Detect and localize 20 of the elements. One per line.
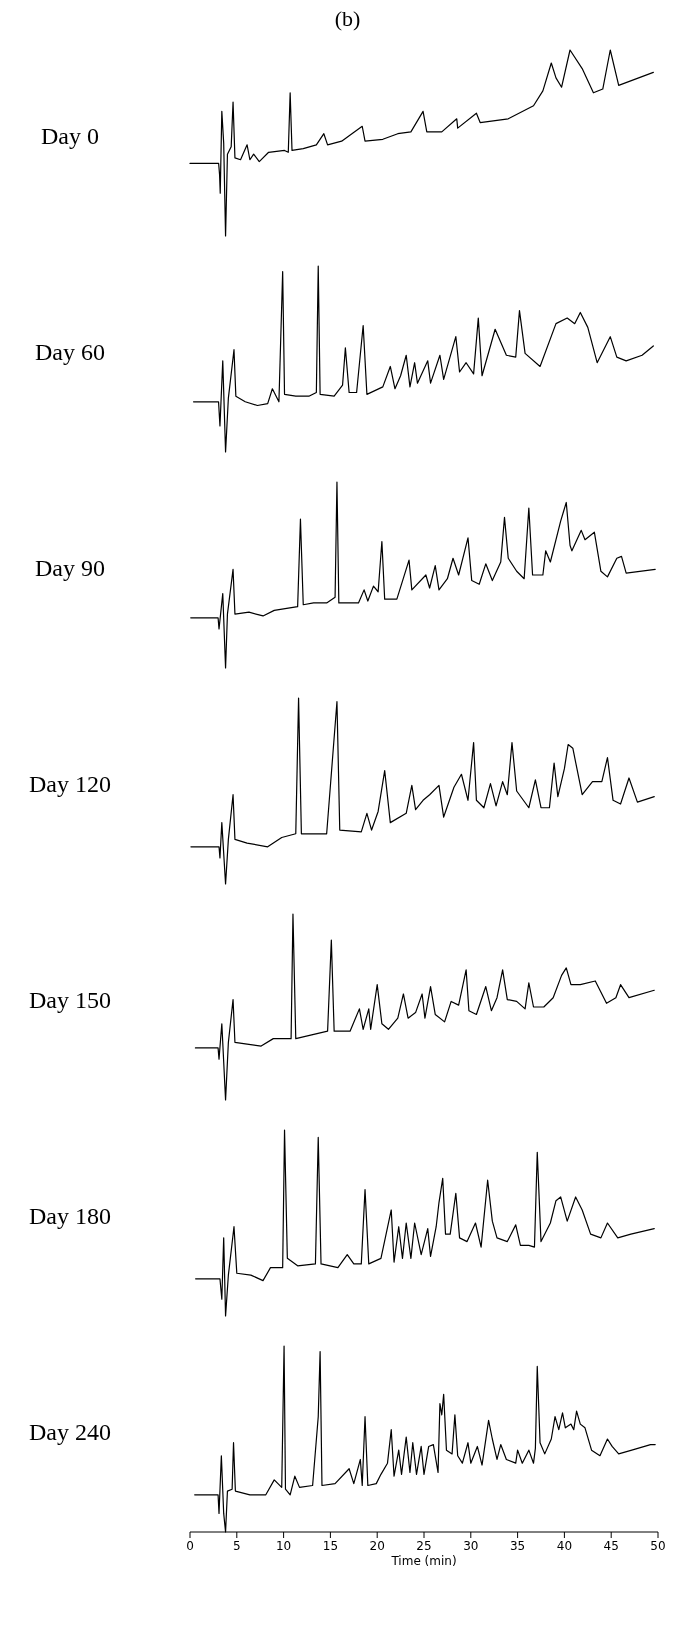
x-tick-label: 25 <box>416 1539 432 1553</box>
y-axis-title: Day 120 <box>29 770 111 797</box>
chart-title: (b) <box>334 6 361 31</box>
x-tick-label: 50 <box>650 1539 666 1553</box>
y-axis-title: Day 150 <box>29 986 111 1013</box>
y-axis-title: Day 0 <box>41 122 99 149</box>
x-tick-label: 5 <box>232 1539 241 1553</box>
x-tick-label: 40 <box>556 1539 573 1553</box>
y-axis-title: Day 60 <box>35 338 105 365</box>
y-axis-title: Day 240 <box>29 1418 111 1445</box>
x-tick-label: 35 <box>509 1539 526 1553</box>
x-tick-label: 15 <box>322 1539 339 1553</box>
x-tick-label: 45 <box>603 1539 619 1553</box>
x-tick-label: 10 <box>275 1539 292 1553</box>
x-axis-title: Time (min) <box>390 1554 457 1568</box>
x-tick-label: 20 <box>369 1539 385 1553</box>
y-axis-title: Day 90 <box>35 554 105 581</box>
x-tick-label: 30 <box>463 1539 479 1553</box>
y-axis-title: Day 180 <box>29 1202 111 1229</box>
x-tick-label: 0 <box>186 1539 194 1553</box>
